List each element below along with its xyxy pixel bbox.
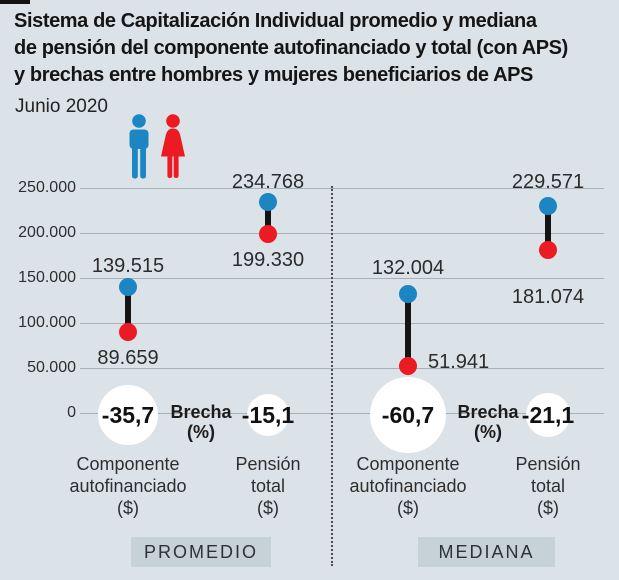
gap-circle: -60,7 — [370, 377, 446, 453]
woman-icon — [161, 114, 185, 178]
gridline — [80, 367, 604, 369]
y-tick-label: 150.000 — [18, 269, 76, 286]
gap-caption: Brecha (%) — [428, 402, 548, 442]
gap-caption-line: (%) — [187, 422, 215, 442]
men-dot — [399, 285, 417, 304]
men-value-label: 132.004 — [371, 257, 445, 280]
men-dot — [119, 278, 137, 297]
column-label-line: total — [530, 476, 566, 496]
dumbbell-connector — [125, 287, 131, 333]
y-tick-label: 200.000 — [18, 224, 76, 241]
men-value-label: 234.768 — [231, 170, 305, 193]
gender-legend — [126, 114, 190, 184]
page-title: Sistema de Capitalización Individual pro… — [14, 8, 614, 89]
group-label-mediana: MEDIANA — [418, 537, 555, 567]
y-tick-label: 0 — [67, 404, 76, 421]
men-value-label: 229.571 — [511, 171, 585, 194]
column-label: Pensión total ($) — [183, 453, 353, 519]
gap-caption-line: Brecha — [170, 402, 232, 422]
women-value-label: 199.330 — [231, 248, 305, 271]
gap-caption: Brecha (%) — [141, 402, 261, 442]
corner-mark — [0, 0, 30, 4]
dumbbell-connector — [405, 294, 411, 367]
y-tick-label: 250.000 — [18, 179, 76, 196]
column-label: Componente autofinanciado ($) — [323, 453, 493, 519]
title-line-1: Sistema de Capitalización Individual pro… — [14, 10, 537, 32]
men-dot — [539, 197, 557, 216]
column-label-line: autofinanciado — [349, 476, 467, 496]
column-label-line: ($) — [117, 498, 139, 518]
column-label-line: ($) — [257, 498, 279, 518]
column-label-line: ($) — [537, 498, 559, 518]
column-label: Pensión total ($) — [463, 453, 619, 519]
women-dot — [539, 241, 557, 260]
women-dot — [119, 323, 137, 342]
gridline — [80, 232, 604, 234]
y-tick-label: 50.000 — [27, 359, 76, 376]
gridline — [80, 322, 604, 324]
column-label-line: Componente — [356, 454, 460, 474]
women-dot — [399, 357, 417, 376]
column-label: Componente autofinanciado ($) — [43, 453, 213, 519]
gap-circle: -35,7 — [98, 385, 158, 445]
column-label-line: Pensión — [235, 454, 301, 474]
gap-caption-line: Brecha — [457, 402, 519, 422]
column-label-line: total — [250, 476, 286, 496]
man-icon — [129, 114, 149, 179]
dumbbell-connector — [545, 206, 551, 251]
gap-circle: -21,1 — [522, 393, 574, 437]
column-label-line: ($) — [397, 498, 419, 518]
column-label-line: Componente — [76, 454, 180, 474]
men-value-label: 139.515 — [91, 255, 165, 278]
gridline — [80, 277, 604, 279]
women-value-label: 51.941 — [428, 351, 490, 374]
group-label-promedio: PROMEDIO — [131, 537, 271, 567]
title-line-2: de pensión del componente autofinanciado… — [14, 37, 568, 59]
gap-caption-line: (%) — [474, 422, 502, 442]
gridline — [80, 412, 604, 414]
women-dot — [259, 224, 277, 243]
gap-circle: -15,1 — [242, 394, 294, 436]
gridline — [80, 187, 604, 189]
column-label-line: Pensión — [515, 454, 581, 474]
dumbbell-connector — [265, 201, 271, 234]
section-divider — [331, 186, 333, 566]
women-value-label: 89.659 — [97, 347, 159, 370]
women-value-label: 181.074 — [511, 286, 585, 309]
men-dot — [259, 192, 277, 211]
subtitle-date: Junio 2020 — [15, 96, 108, 117]
title-line-3: y brechas entre hombres y mujeres benefi… — [14, 64, 533, 86]
y-tick-label: 100.000 — [18, 314, 76, 331]
column-label-line: autofinanciado — [69, 476, 187, 496]
